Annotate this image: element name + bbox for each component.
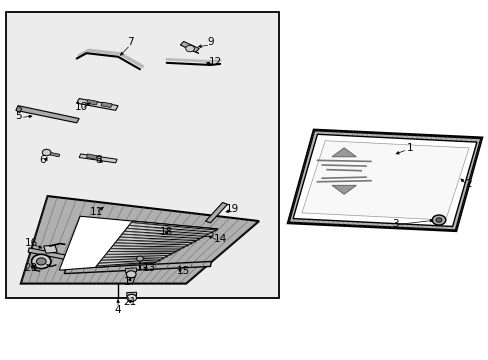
Text: 14: 14 [213, 234, 226, 244]
Polygon shape [301, 141, 468, 220]
Polygon shape [205, 203, 227, 223]
Text: 5: 5 [15, 111, 21, 121]
Polygon shape [125, 268, 136, 273]
Text: 11: 11 [89, 207, 102, 217]
Text: 3: 3 [391, 219, 398, 229]
Circle shape [431, 215, 445, 225]
Text: 12: 12 [208, 57, 222, 67]
Text: 20: 20 [24, 262, 37, 273]
Polygon shape [292, 134, 476, 226]
Polygon shape [193, 233, 212, 237]
Polygon shape [43, 245, 57, 253]
Polygon shape [126, 292, 136, 296]
Text: 19: 19 [225, 203, 239, 213]
Text: 1: 1 [406, 143, 412, 153]
Circle shape [136, 256, 143, 261]
Circle shape [126, 294, 136, 301]
FancyBboxPatch shape [6, 12, 278, 298]
Polygon shape [180, 41, 199, 52]
Polygon shape [149, 230, 176, 237]
Circle shape [435, 218, 441, 222]
Polygon shape [287, 130, 481, 231]
Circle shape [42, 149, 51, 156]
Polygon shape [59, 216, 218, 270]
Circle shape [126, 271, 136, 278]
Text: 21: 21 [123, 297, 137, 307]
Polygon shape [16, 106, 79, 123]
Text: 7: 7 [127, 37, 133, 48]
Text: 18: 18 [160, 227, 173, 237]
Text: 6: 6 [40, 156, 46, 165]
Polygon shape [77, 99, 118, 111]
Polygon shape [142, 234, 196, 241]
Text: 4: 4 [115, 305, 121, 315]
Polygon shape [86, 100, 98, 105]
Polygon shape [79, 154, 117, 163]
Text: 16: 16 [25, 238, 38, 248]
Polygon shape [50, 153, 60, 157]
Text: 15: 15 [177, 266, 190, 276]
Polygon shape [331, 185, 356, 194]
Text: 13: 13 [143, 262, 156, 273]
Text: 17: 17 [123, 277, 137, 287]
Polygon shape [21, 196, 259, 284]
Polygon shape [28, 248, 65, 259]
Circle shape [31, 254, 51, 269]
Polygon shape [95, 221, 218, 267]
Text: 9: 9 [207, 37, 213, 48]
Circle shape [36, 258, 46, 265]
Text: 2: 2 [464, 179, 470, 189]
Circle shape [185, 45, 194, 52]
Polygon shape [86, 154, 97, 159]
Text: 8: 8 [95, 156, 102, 165]
Polygon shape [64, 261, 211, 274]
Text: 10: 10 [75, 102, 88, 112]
Polygon shape [101, 102, 112, 108]
Polygon shape [16, 106, 22, 113]
Polygon shape [331, 148, 356, 157]
